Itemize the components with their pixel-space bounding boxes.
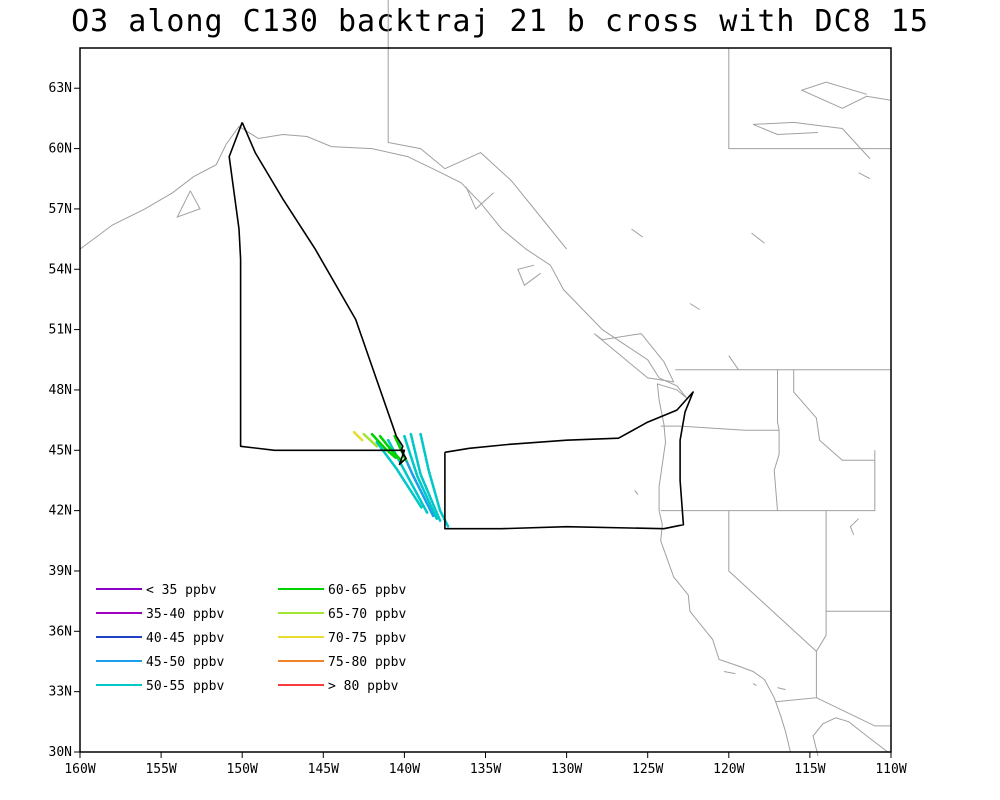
- x-tick-label: 125W: [632, 762, 663, 777]
- legend-label: 75-80 ppbv: [328, 655, 406, 670]
- x-tick-label: 115W: [794, 762, 825, 777]
- legend-item: 40-45 ppbv: [96, 631, 224, 646]
- state-borders: [387, 0, 891, 727]
- y-tick-label: 57N: [49, 202, 72, 217]
- map-frame: [79, 47, 892, 753]
- x-tick-label: 135W: [470, 762, 501, 777]
- x-tick-label: 130W: [551, 762, 582, 777]
- legend-item: 60-65 ppbv: [278, 583, 406, 598]
- legend-label: 65-70 ppbv: [328, 607, 406, 622]
- legend-label: 50-55 ppbv: [146, 679, 224, 694]
- legend: < 35 ppbv 35-40 ppbv 40-45 ppbv 45-50 ppbv 5…: [96, 583, 406, 694]
- x-tick-label: 160W: [64, 762, 95, 777]
- y-tick-label: 60N: [49, 142, 72, 157]
- trajectory-11: [352, 430, 364, 442]
- legend-label: 60-65 ppbv: [328, 583, 406, 598]
- y-tick-label: 51N: [49, 323, 72, 338]
- legend-item: 45-50 ppbv: [96, 655, 224, 670]
- legend-label: 40-45 ppbv: [146, 631, 224, 646]
- trajectories: [352, 430, 450, 529]
- legend-label: 35-40 ppbv: [146, 607, 224, 622]
- x-tick-label: 110W: [875, 762, 906, 777]
- y-tick-label: 42N: [49, 504, 72, 519]
- flight-track-1: [228, 122, 407, 466]
- legend-item: 50-55 ppbv: [96, 679, 224, 694]
- y-tick-label: 33N: [49, 685, 72, 700]
- legend-label: < 35 ppbv: [146, 583, 217, 598]
- x-tick-label: 120W: [713, 762, 744, 777]
- y-tick-label: 39N: [49, 564, 72, 579]
- flight-track-2: [444, 391, 694, 530]
- trajectory-3: [403, 434, 439, 521]
- legend-item: 65-70 ppbv: [278, 607, 406, 622]
- coastlines: [79, 81, 892, 757]
- x-tick-label: 150W: [227, 762, 258, 777]
- legend-item: > 80 ppbv: [278, 679, 399, 694]
- y-tick-label: 54N: [49, 262, 72, 277]
- trajectory-10: [362, 432, 379, 448]
- legend-label: > 80 ppbv: [328, 679, 399, 694]
- legend-item: < 35 ppbv: [96, 583, 217, 598]
- y-tick-label: 63N: [49, 81, 72, 96]
- y-tick-label: 48N: [49, 383, 72, 398]
- legend-item: 70-75 ppbv: [278, 631, 406, 646]
- x-tick-label: 155W: [145, 762, 176, 777]
- legend-item: 75-80 ppbv: [278, 655, 406, 670]
- y-tick-label: 36N: [49, 624, 72, 639]
- y-tick-label: 45N: [49, 443, 72, 458]
- trajectory-2: [409, 432, 442, 523]
- trajectory-8: [370, 432, 398, 460]
- legend-label: 45-50 ppbv: [146, 655, 224, 670]
- y-tick-label: 30N: [49, 745, 72, 760]
- x-tick-label: 145W: [308, 762, 339, 777]
- x-axis: 160W 155W 150W 145W 140W 135W 130W 125W 120W 115W…: [64, 752, 907, 777]
- y-axis: 30N 33N 36N 39N 42N 45N 48N 51N 54N 57N 60N 63N: [49, 81, 80, 760]
- x-tick-label: 140W: [389, 762, 420, 777]
- legend-label: 70-75 ppbv: [328, 631, 406, 646]
- map-title: O3 along C130 backtraj 21 b cross with D…: [71, 4, 929, 39]
- flight-track: [228, 122, 694, 530]
- legend-item: 35-40 ppbv: [96, 607, 224, 622]
